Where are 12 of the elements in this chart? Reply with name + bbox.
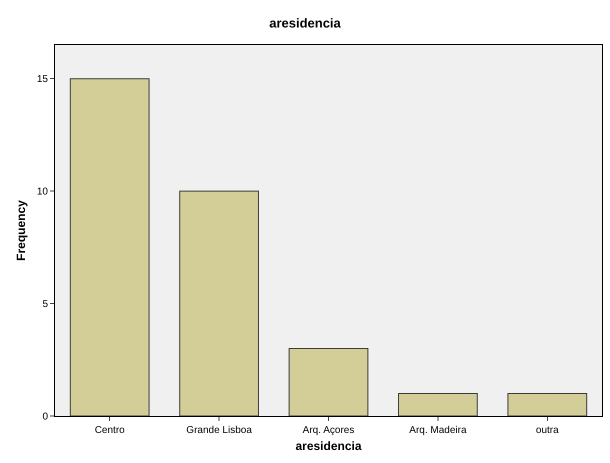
x-tick-label: Centro <box>94 425 126 436</box>
y-axis-title: Frequency <box>14 200 28 261</box>
x-tick-label: outra <box>536 425 560 436</box>
x-tick-label: Arq. Açores <box>302 425 354 436</box>
y-tick-label: 15 <box>36 74 48 86</box>
y-tick-label: 10 <box>36 186 48 198</box>
chart-title: aresidencia <box>269 16 342 31</box>
x-axis-title: aresidencia <box>295 438 362 453</box>
x-tick-label: Grande Lisboa <box>186 425 252 436</box>
x-tick-label: Arq. Madeira <box>409 425 467 436</box>
y-tick-label: 0 <box>42 412 48 422</box>
y-tick-label: 5 <box>42 299 48 310</box>
